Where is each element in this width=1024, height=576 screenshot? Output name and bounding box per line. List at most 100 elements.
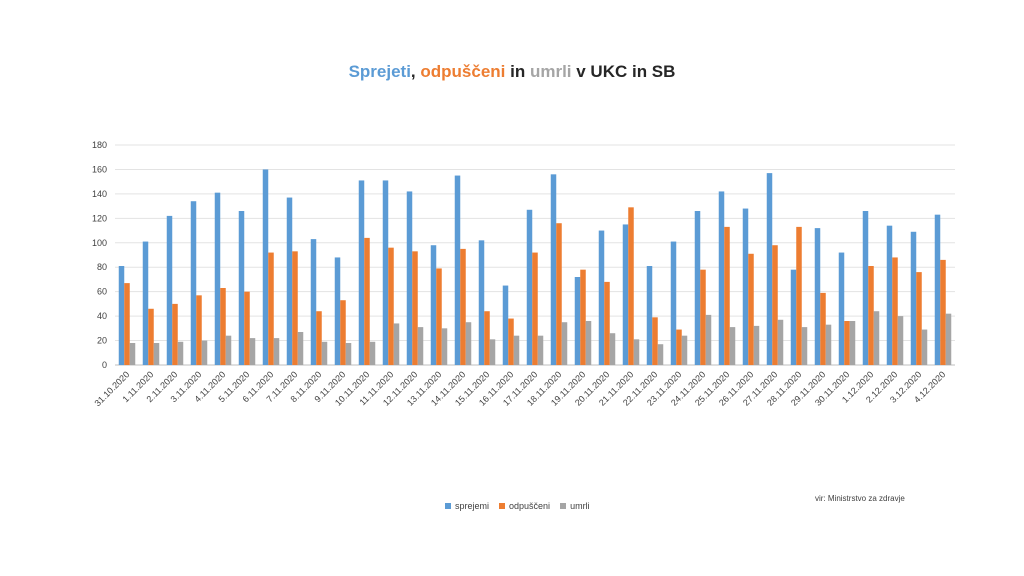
bar-sprejemi [670,241,677,365]
bar-odpuščeni [580,269,586,365]
y-tick-label: 100 [92,238,107,248]
bar-umrli [129,343,136,365]
bar-sprejemi [886,225,893,365]
bar-umrli [801,327,808,365]
y-tick-label: 180 [92,140,107,150]
bar-umrli [153,343,160,365]
bar-umrli [201,340,208,365]
y-axis: 0 20 40 60 80 100 120 140 160 180 [92,140,107,370]
bar-umrli [825,324,832,365]
bar-umrli [393,323,400,365]
legend-swatch [560,503,567,509]
y-tick-label: 60 [97,287,107,297]
bar-umrli [777,319,784,365]
bar-umrli [945,313,952,365]
bar-sprejemi [646,266,653,365]
y-tick-label: 120 [92,213,107,223]
bar-umrli [729,327,736,365]
bar-umrli [513,335,520,365]
bar-sprejemi [142,241,149,365]
bar-umrli [681,335,688,365]
bar-odpuščeni [628,207,634,365]
bar-sprejemi [550,174,557,365]
bar-umrli [633,339,640,365]
title-part-0: Sprejeti [348,62,411,81]
bar-sprejemi [286,197,293,365]
bar-umrli [321,341,328,365]
bar-sprejemi [310,239,317,365]
bar-odpuščeni [364,237,370,365]
bar-umrli [225,335,232,365]
bar-sprejemi [934,214,941,365]
y-tick-label: 160 [92,164,107,174]
bar-umrli [753,325,760,365]
title-part-1: , [410,62,421,81]
legend-swatch [445,503,451,509]
bar-odpuščeni [124,283,130,365]
bar-umrli [417,327,424,365]
y-tick-label: 80 [97,262,107,272]
bar-odpuščeni [292,251,298,365]
bar-odpuščeni [892,257,898,365]
bar-umrli [921,329,928,365]
bar-sprejemi [598,230,605,365]
bar-sprejemi [430,245,437,365]
bar-odpuščeni [460,248,466,365]
bar-umrli [297,332,304,365]
bar-odpuščeni [172,303,178,365]
bar-odpuščeni [220,288,226,365]
bar-odpuščeni [868,266,874,365]
bar-odpuščeni [268,252,274,365]
legend-label: sprejemi [455,501,490,511]
bar-sprejemi [334,257,341,365]
bar-umrli [441,328,448,365]
bar-odpuščeni [388,247,394,365]
bar-odpuščeni [436,268,442,365]
bar-umrli [585,321,592,365]
bar-odpuščeni [316,311,322,365]
bar-odpuščeni [556,223,562,365]
title-part-2: odpuščeni [420,62,506,81]
bar-sprejemi [814,228,821,365]
bar-umrli [561,322,568,365]
bar-sprejemi [622,224,629,365]
bar-sprejemi [406,191,413,365]
bar-sprejemi [766,173,773,365]
bar-sprejemi [358,180,365,365]
bar-umrli [177,341,184,365]
bar-umrli [873,311,880,365]
bar-sprejemi [214,192,221,365]
bar-odpuščeni [916,272,922,365]
legend-item-odpuščeni: odpuščeni [499,501,550,511]
bar-odpuščeni [748,253,754,365]
bar-sprejemi [262,169,269,365]
bar-umrli [705,314,712,365]
bar-sprejemi [478,240,485,365]
legend-swatch [499,503,506,509]
bar-sprejemi [694,211,701,365]
bar-umrli [369,341,376,365]
bar-sprejemi [718,191,725,365]
bar-umrli [345,343,352,365]
bar-sprejemi [910,231,917,365]
bar-sprejemi [742,208,749,365]
bar-sprejemi [190,201,197,365]
bar-odpuščeni [700,269,706,365]
bar-odpuščeni [940,259,946,365]
y-tick-label: 0 [102,360,107,370]
bar-sprejemi [502,285,509,365]
legend-item-umrli: umrli [560,501,590,511]
bars [118,169,952,365]
bar-odpuščeni [508,318,514,365]
chart-title: Sprejeti, odpuščeni in umrli v UKC in SB [0,62,1024,82]
title-part-3: in [505,62,530,81]
bar-umrli [849,321,856,365]
bar-sprejemi [166,215,173,365]
bar-odpuščeni [604,281,610,365]
bar-odpuščeni [652,317,658,365]
bar-umrli [249,338,256,365]
bar-odpuščeni [244,291,250,365]
bar-sprejemi [790,269,797,365]
bar-umrli [657,344,664,365]
